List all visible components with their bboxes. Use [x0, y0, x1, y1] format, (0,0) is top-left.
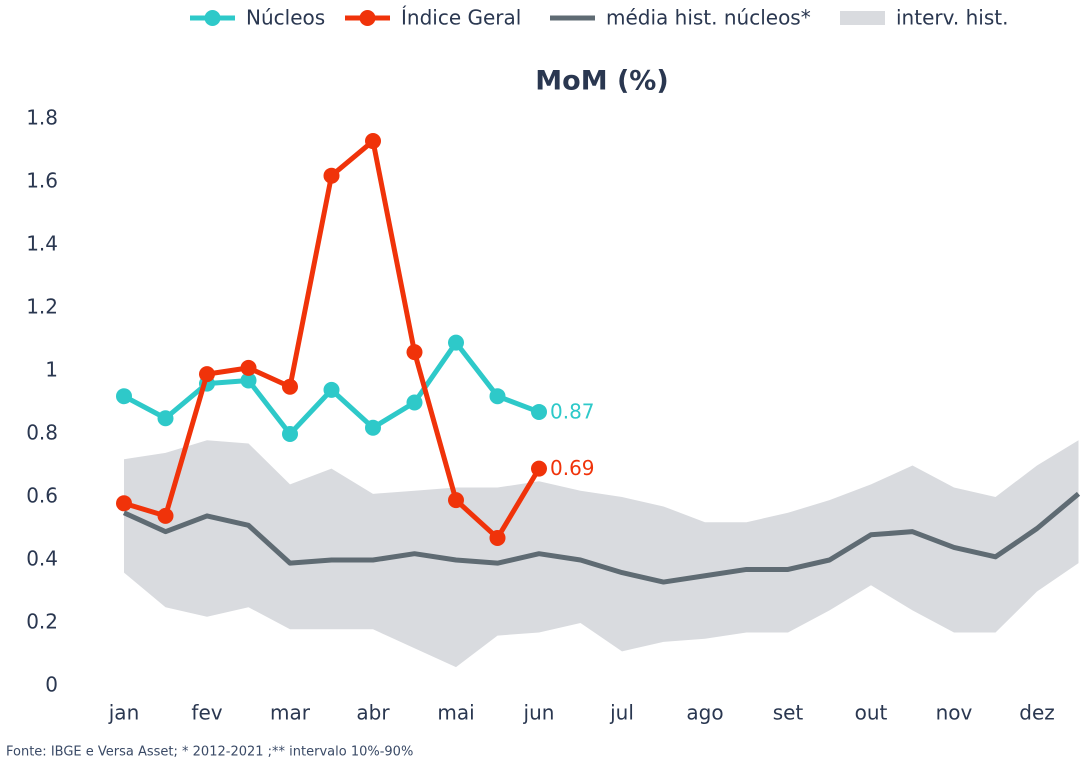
legend-label: Índice Geral	[401, 6, 521, 30]
legend-swatch	[840, 11, 885, 25]
point	[116, 495, 132, 512]
y-tick-label: 0.8	[26, 421, 58, 445]
y-tick-label: 0	[45, 673, 58, 697]
x-tick-label: nov	[936, 701, 973, 725]
legend-label: interv. hist.	[896, 6, 1008, 30]
legend-label: Núcleos	[246, 6, 325, 30]
point	[448, 334, 464, 351]
chart-title: MoM (%)	[535, 66, 668, 97]
point	[365, 419, 381, 436]
point	[116, 388, 132, 405]
point	[282, 378, 298, 395]
point	[406, 344, 423, 361]
y-tick-label: 1	[45, 358, 58, 382]
x-tick-label: fev	[191, 701, 222, 725]
x-tick-label: mar	[270, 701, 311, 725]
x-tick-label: dez	[1019, 701, 1055, 725]
range-band	[124, 440, 1079, 668]
source-note: Fonte: IBGE e Versa Asset; * 2012-2021 ;…	[6, 745, 413, 760]
x-tick-label: abr	[356, 701, 390, 725]
x-tick-label: out	[855, 701, 888, 725]
x-tick-label: mai	[437, 701, 474, 725]
point	[365, 133, 381, 150]
point	[323, 167, 340, 184]
data-label: 0.87	[550, 399, 595, 423]
point	[531, 403, 547, 420]
legend-marker	[204, 10, 221, 26]
point	[489, 388, 506, 405]
x-tick-label: jun	[523, 701, 555, 725]
legend-marker	[359, 10, 376, 26]
point	[157, 507, 174, 524]
y-tick-label: 1.8	[26, 106, 58, 130]
point	[406, 394, 423, 411]
series-line	[122, 491, 1081, 585]
y-tick-label: 1.6	[26, 169, 58, 193]
y-tick-label: 0.6	[26, 484, 58, 508]
point	[240, 372, 257, 389]
x-tick-label: jul	[609, 701, 634, 725]
x-tick-label: jan	[108, 701, 140, 725]
point	[157, 410, 174, 427]
x-tick-label: set	[773, 701, 804, 725]
point	[531, 460, 547, 477]
data-label: 0.69	[550, 456, 595, 480]
point	[323, 381, 340, 398]
point	[240, 359, 257, 376]
point	[199, 366, 215, 383]
y-tick-label: 0.4	[26, 547, 58, 571]
legend-label: média hist. núcleos*	[606, 6, 811, 30]
point	[448, 492, 464, 509]
y-tick-label: 1.4	[26, 232, 58, 256]
point	[489, 529, 506, 546]
point	[282, 426, 298, 442]
y-tick-label: 0.2	[26, 610, 58, 634]
y-tick-label: 1.2	[26, 295, 58, 319]
x-tick-label: ago	[686, 701, 723, 725]
